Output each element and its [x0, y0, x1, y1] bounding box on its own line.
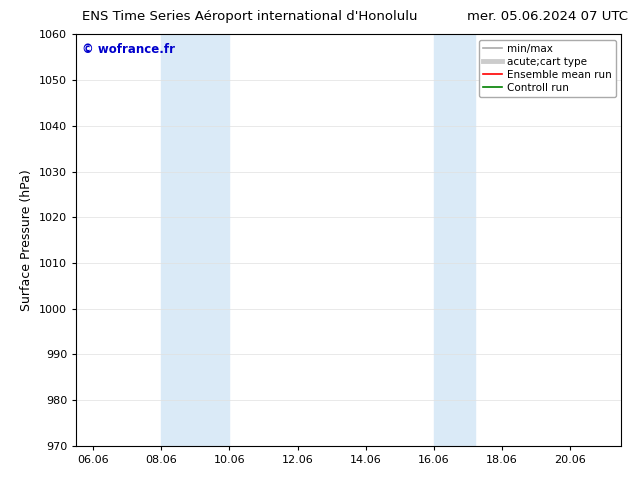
- Legend: min/max, acute;cart type, Ensemble mean run, Controll run: min/max, acute;cart type, Ensemble mean …: [479, 40, 616, 97]
- Text: © wofrance.fr: © wofrance.fr: [82, 43, 174, 55]
- Bar: [161, 34, 230, 446]
- Text: ENS Time Series Aéroport international d'Honolulu: ENS Time Series Aéroport international d…: [82, 10, 418, 23]
- Text: mer. 05.06.2024 07 UTC: mer. 05.06.2024 07 UTC: [467, 10, 628, 23]
- Bar: [434, 34, 475, 446]
- Y-axis label: Surface Pressure (hPa): Surface Pressure (hPa): [20, 169, 34, 311]
